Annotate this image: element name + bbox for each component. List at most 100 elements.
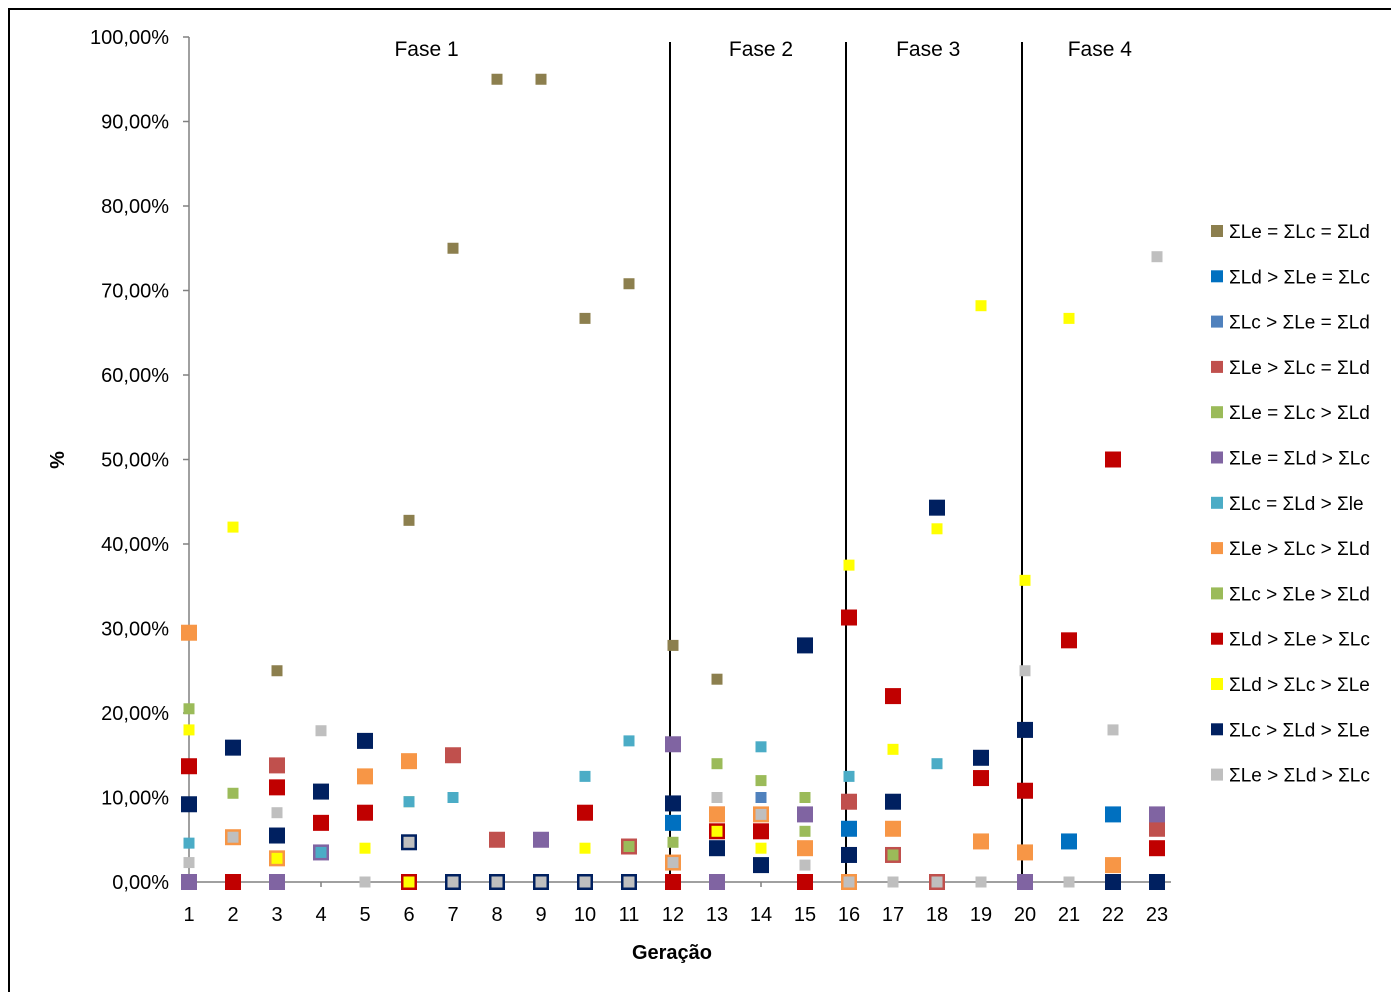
data-point (753, 823, 769, 840)
legend-marker (1211, 678, 1223, 690)
data-point (1105, 806, 1121, 823)
y-tick-label: 0,00% (112, 872, 169, 894)
data-point (623, 841, 635, 853)
x-tick-label: 12 (662, 904, 684, 926)
data-point (843, 876, 855, 888)
phase-label: Fase 1 (394, 38, 458, 61)
data-point (269, 827, 285, 844)
y-tick-label: 60,00% (101, 365, 169, 387)
data-point (315, 725, 327, 737)
data-point (665, 736, 681, 753)
data-point (491, 73, 503, 85)
data-point (973, 770, 989, 787)
data-point (1149, 806, 1165, 823)
data-point (183, 703, 195, 715)
data-point (271, 807, 283, 819)
data-point (489, 831, 505, 848)
x-tick-label: 15 (794, 904, 816, 926)
x-tick-label: 23 (1146, 904, 1168, 926)
data-point (885, 820, 901, 837)
data-point (181, 796, 197, 813)
data-point (667, 836, 679, 848)
data-point (1061, 833, 1077, 850)
y-axis-title: % (47, 451, 69, 469)
data-point (799, 825, 811, 837)
legend-marker (1211, 496, 1223, 509)
legend-entry: ΣLe = ΣLc > ΣLd (1229, 403, 1370, 424)
legend-entry: ΣLe = ΣLd > ΣLc (1229, 449, 1370, 470)
data-point (755, 792, 767, 803)
legend-marker (1211, 768, 1223, 781)
data-point (973, 749, 989, 766)
data-point (711, 758, 723, 770)
x-tick-label: 16 (838, 904, 860, 926)
x-tick-label: 6 (403, 904, 414, 926)
data-point (797, 840, 813, 857)
legend-entry: ΣLe = ΣLc = ΣLd (1229, 222, 1370, 243)
data-point (403, 836, 415, 848)
data-point (755, 741, 767, 753)
data-point (975, 876, 987, 888)
legend-entry: ΣLe > ΣLc > ΣLd (1229, 539, 1370, 560)
data-point (975, 300, 987, 312)
data-point (667, 857, 679, 869)
data-point (1107, 724, 1119, 736)
data-point (665, 795, 681, 812)
data-point (1105, 451, 1121, 468)
legend-marker (1211, 315, 1223, 328)
data-point (445, 747, 461, 764)
phase-label: Fase 3 (896, 38, 960, 61)
data-point (841, 793, 857, 810)
data-point (403, 514, 415, 526)
data-point (227, 521, 239, 533)
data-point (535, 73, 547, 85)
data-point (1105, 874, 1121, 890)
data-point (269, 779, 285, 796)
data-point (313, 783, 329, 800)
x-tick-label: 1 (183, 904, 194, 926)
data-point (1019, 665, 1031, 677)
legend-marker (1211, 270, 1223, 283)
data-point (973, 833, 989, 850)
y-tick-label: 50,00% (101, 450, 169, 472)
data-point (579, 842, 591, 854)
data-point (357, 804, 373, 821)
data-point (447, 792, 459, 803)
data-point (841, 846, 857, 863)
y-axis: 0,00% 10,00% 20,00% 30,00% 40,00% 50,00% 60,00… (90, 27, 190, 894)
x-tick-label: 4 (315, 904, 326, 926)
data-point (271, 852, 283, 864)
legend-marker (1211, 451, 1223, 464)
legend: ΣLe = ΣLc = ΣLd ΣLd > ΣLe = ΣLc ΣLc > ΣLe … (1211, 222, 1370, 787)
data-point (753, 857, 769, 874)
data-point (1017, 844, 1033, 861)
data-point (183, 724, 195, 736)
x-tick-label: 14 (750, 904, 772, 926)
data-point (1017, 874, 1033, 890)
data-point (227, 831, 239, 843)
data-point (1019, 574, 1031, 586)
data-point (665, 874, 681, 890)
x-tick-label: 8 (491, 904, 502, 926)
data-point (315, 846, 327, 858)
y-tick-label: 70,00% (101, 281, 169, 303)
data-point (843, 559, 855, 571)
data-point (359, 876, 371, 888)
legend-marker (1211, 542, 1223, 555)
data-point (357, 732, 373, 749)
x-axis-title: Geração (632, 942, 712, 964)
data-point (799, 792, 811, 803)
legend-entry: ΣLc = ΣLd > Σle (1229, 494, 1364, 515)
data-point (403, 796, 415, 808)
legend-entry: ΣLe > ΣLc = ΣLd (1229, 358, 1370, 379)
data-point (1149, 874, 1165, 890)
data-point (1105, 857, 1121, 874)
x-tick-label: 13 (706, 904, 728, 926)
x-tick-label: 17 (882, 904, 904, 926)
data-point (225, 739, 241, 756)
x-tick-label: 18 (926, 904, 948, 926)
data-point (227, 787, 239, 799)
legend-entry: ΣLc > ΣLe > ΣLd (1229, 584, 1370, 605)
data-point (577, 804, 593, 821)
